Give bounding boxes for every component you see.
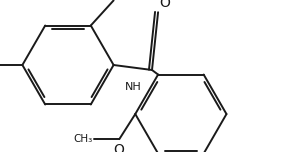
Text: O: O: [113, 143, 124, 152]
Text: CH₃: CH₃: [74, 134, 93, 144]
Text: O: O: [160, 0, 170, 10]
Text: NH: NH: [125, 82, 141, 92]
